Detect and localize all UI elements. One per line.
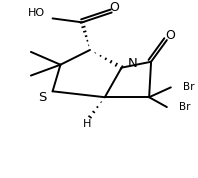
- Text: S: S: [38, 91, 47, 104]
- Text: HO: HO: [28, 9, 45, 19]
- Text: Br: Br: [183, 82, 194, 92]
- Text: O: O: [110, 1, 120, 14]
- Text: Br: Br: [179, 102, 190, 112]
- Text: O: O: [165, 29, 175, 42]
- Text: N: N: [128, 57, 137, 70]
- Text: H: H: [83, 119, 91, 129]
